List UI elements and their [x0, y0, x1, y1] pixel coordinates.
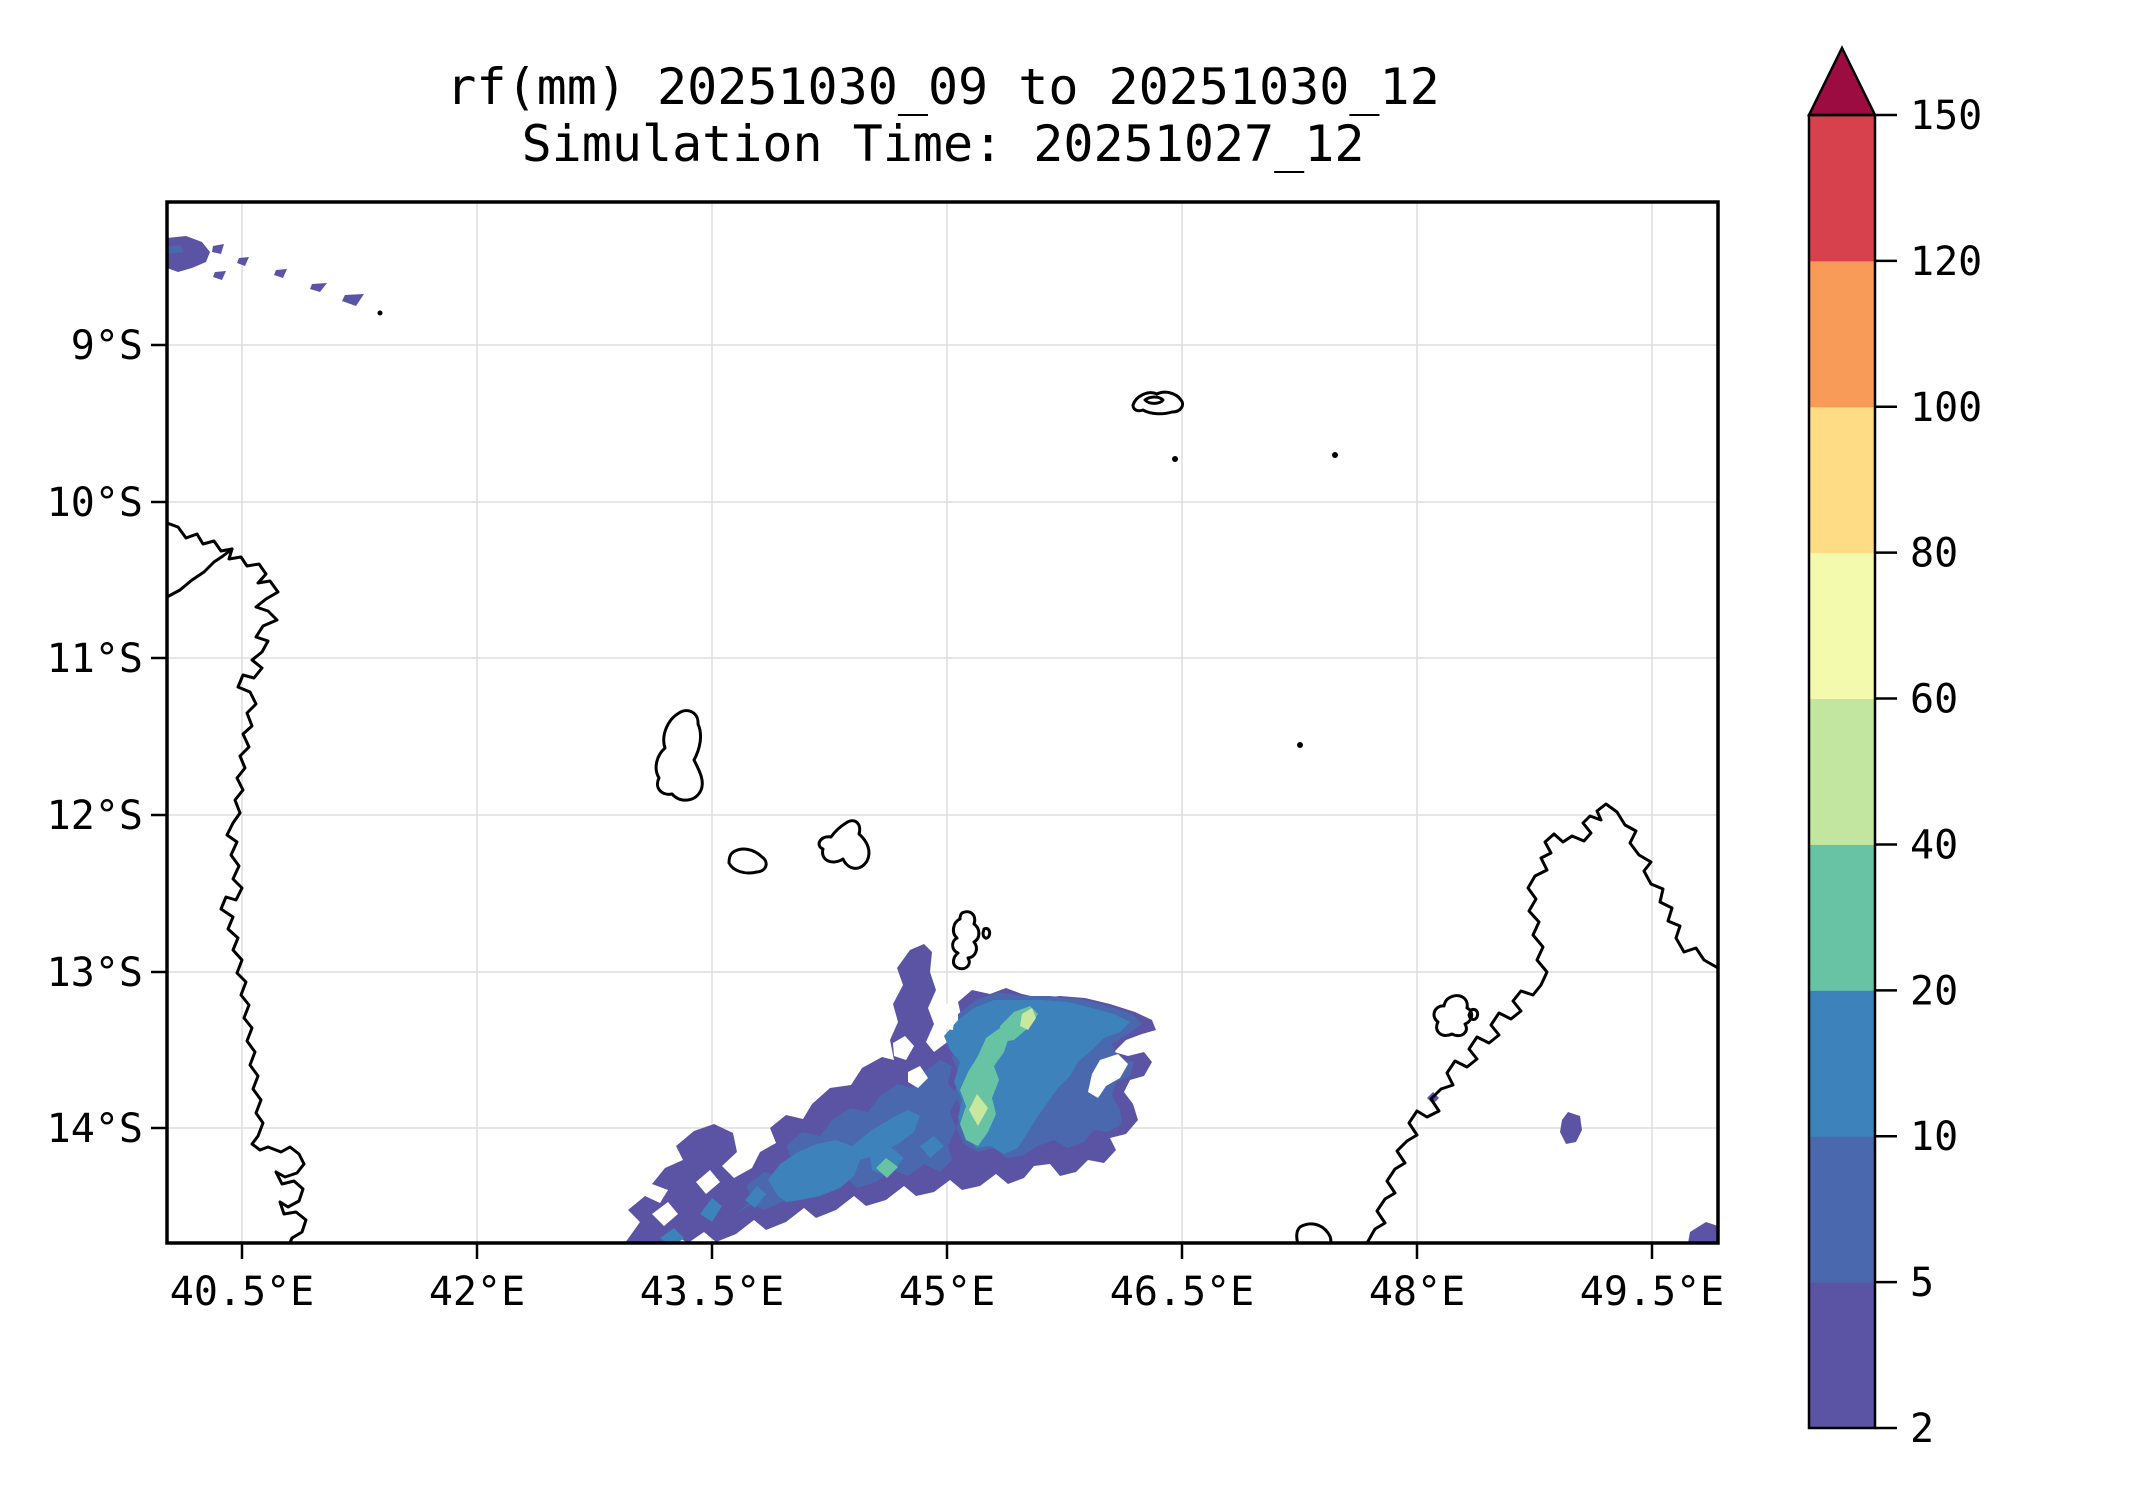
madagascar-coastline	[1365, 802, 1718, 1243]
y-tick-label: 13°S	[47, 950, 143, 996]
x-tick-label: 46.5°E	[1110, 1269, 1255, 1315]
colorbar-segment	[1809, 260, 1875, 408]
colorbar-tick-label: 10	[1910, 1114, 1958, 1160]
colorbar-tick-label: 150	[1910, 93, 1982, 139]
colorbar-segment	[1809, 844, 1875, 991]
colorbar-tick-label: 2	[1910, 1406, 1934, 1452]
plot-border	[165, 200, 1720, 1245]
colorbar-segment	[1809, 1282, 1875, 1429]
colorbar-tick-label: 80	[1910, 531, 1958, 577]
y-axis: 9°S 10°S 11°S 12°S 13°S 14°S	[47, 323, 167, 1152]
nosy-be-island	[1432, 994, 1474, 1038]
africa-river-line	[167, 547, 234, 599]
y-tick-label: 11°S	[47, 636, 143, 682]
colorbar-segment	[1809, 552, 1875, 700]
anjouan-island	[817, 819, 871, 870]
y-tick-label: 12°S	[47, 793, 143, 839]
x-tick-label: 49.5°E	[1580, 1269, 1725, 1315]
plot-title-line1: rf(mm) 20251030_09 to 20251030_12	[446, 58, 1439, 116]
colorbar-over-arrow	[1806, 45, 1878, 117]
plot-title-line2: Simulation Time: 20251027_12	[522, 115, 1365, 173]
colorbar-tick-label: 20	[1910, 968, 1958, 1014]
colorbar-tick-label: 40	[1910, 822, 1958, 868]
colorbar-segment	[1809, 406, 1875, 554]
colorbar-segment	[1809, 1136, 1875, 1283]
colorbar-outline	[1807, 113, 1877, 1430]
map-area	[167, 236, 1718, 1243]
atoll-lagoon	[1143, 395, 1165, 405]
colorbar-tick-label: 60	[1910, 677, 1958, 723]
africa-coastline	[167, 521, 308, 1243]
colorbar-segment	[1809, 990, 1875, 1137]
colorbar-tick-label: 100	[1910, 385, 1982, 431]
rain-band-holes	[652, 998, 1128, 1226]
x-tick-label: 42°E	[429, 1269, 525, 1315]
colorbar-segment	[1809, 698, 1875, 845]
colorbar-segment	[1809, 115, 1875, 262]
islet-near-mayotte	[981, 927, 992, 940]
y-tick-label: 9°S	[71, 323, 143, 369]
x-axis: 40.5°E 42°E 43.5°E 45°E 46.5°E 48°E 49.5°E	[170, 1243, 1725, 1315]
mayotte-island	[951, 910, 981, 971]
x-tick-label: 40.5°E	[170, 1269, 315, 1315]
y-tick-label: 10°S	[47, 480, 143, 526]
colorbar-tick-label: 5	[1910, 1260, 1934, 1306]
tiny-islet-dots	[377, 310, 1338, 748]
atoll-outline	[1131, 390, 1185, 416]
offshore-island-southwest-madagascar	[1295, 1222, 1333, 1243]
x-tick-label: 43.5°E	[640, 1269, 785, 1315]
x-tick-label: 48°E	[1369, 1269, 1465, 1315]
moheli-island	[727, 847, 768, 875]
islet-near-nosy-be	[1467, 1008, 1480, 1021]
colorbar: 150 120 100 80 60 40 20 10 5 2	[1806, 45, 1982, 1452]
x-tick-label: 45°E	[899, 1269, 995, 1315]
y-tick-label: 14°S	[47, 1106, 143, 1152]
rain-contour-40-60mm	[969, 1008, 1036, 1126]
colorbar-tick-label: 120	[1910, 239, 1982, 285]
grande-comore-island	[654, 709, 704, 802]
